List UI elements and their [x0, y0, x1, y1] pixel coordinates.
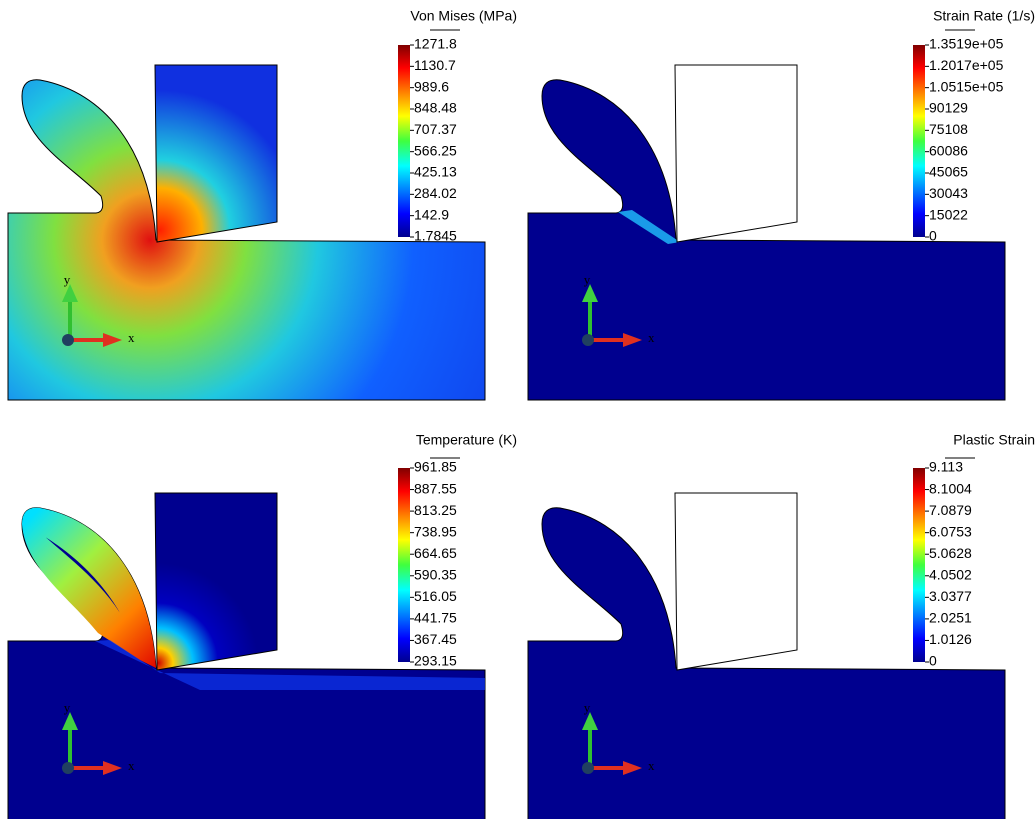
y-axis-label: y — [584, 700, 591, 715]
panel: Strain Rate (1/s) 1.3519e+05 1.2017e+05 1.0… — [528, 8, 1035, 400]
colorbar-label: 425.13 — [414, 164, 457, 180]
y-axis-label: y — [64, 272, 71, 287]
colorbar-title: Temperature (K) — [416, 432, 517, 448]
colorbar-label: 45065 — [929, 164, 968, 180]
z-dot — [62, 334, 74, 346]
z-dot — [582, 762, 594, 774]
colorbar-label: 989.6 — [414, 78, 449, 94]
colorbar-label: 0 — [929, 228, 937, 244]
colorbar-label: 566.25 — [414, 142, 457, 158]
tool — [675, 493, 797, 670]
colorbar-label: 5.0628 — [929, 545, 972, 561]
colorbar-title: Strain Rate (1/s) — [933, 8, 1035, 24]
colorbar-label: 8.1004 — [929, 480, 972, 496]
colorbar-label: 1130.7 — [414, 57, 456, 73]
colorbar-label: 30043 — [929, 185, 968, 201]
colorbar-label: 2.0251 — [929, 610, 972, 626]
colorbar-label: 284.02 — [414, 185, 457, 201]
colorbar-label: 664.65 — [414, 545, 457, 561]
x-axis-label: x — [128, 330, 135, 345]
x-axis-label: x — [128, 758, 135, 773]
colorbar-label: 293.15 — [414, 653, 457, 669]
x-axis-label: x — [648, 758, 655, 773]
colorbar-label: 3.0377 — [929, 588, 972, 604]
colorbar-label: 441.75 — [414, 610, 457, 626]
colorbar-label: 75108 — [929, 121, 968, 137]
colorbar-title: Plastic Strain — [953, 432, 1035, 448]
colorbar-label: 142.9 — [414, 206, 449, 222]
y-axis-label: y — [584, 272, 591, 287]
y-axis-label: y — [64, 700, 71, 715]
colorbar-label: 738.95 — [414, 523, 457, 539]
panel: Plastic Strain 9.113 8.1004 7.0879 6.0753 5.0… — [528, 432, 1035, 819]
colorbar-label: 1.2017e+05 — [929, 57, 1004, 73]
colorbar-label: 90129 — [929, 100, 968, 116]
colorbar-label: 0 — [929, 653, 937, 669]
colorbar-title: Von Mises (MPa) — [410, 8, 517, 24]
z-dot — [582, 334, 594, 346]
panel: Von Mises (MPa) 1271.8 1130.7 989.6 848.48 70… — [8, 8, 517, 400]
colorbar-label: 15022 — [929, 206, 968, 222]
z-dot — [62, 762, 74, 774]
tool — [675, 65, 797, 242]
colorbar-label: 1271.8 — [414, 36, 457, 52]
colorbar-label: 60086 — [929, 142, 968, 158]
colorbar-label: 6.0753 — [929, 523, 972, 539]
colorbar-label: 367.45 — [414, 631, 457, 647]
colorbar-label: 1.0515e+05 — [929, 78, 1004, 94]
figure: Von Mises (MPa) 1271.8 1130.7 989.6 848.48 70… — [0, 0, 1035, 819]
colorbar-label: 516.05 — [414, 588, 457, 604]
colorbar-label: 961.85 — [414, 459, 457, 475]
colorbar — [398, 468, 410, 662]
tool — [155, 65, 277, 242]
colorbar — [913, 45, 925, 237]
colorbar-label: 1.0126 — [929, 631, 972, 647]
panel: Temperature (K) 961.85 887.55 813.25 738.95 6… — [8, 432, 517, 819]
colorbar-label: 4.0502 — [929, 566, 972, 582]
colorbar-label: 813.25 — [414, 502, 457, 518]
x-axis-label: x — [648, 330, 655, 345]
colorbar-label: 707.37 — [414, 121, 457, 137]
colorbar — [398, 45, 410, 237]
colorbar-label: 887.55 — [414, 480, 457, 496]
colorbar-label: 848.48 — [414, 100, 457, 116]
colorbar-label: 7.0879 — [929, 502, 972, 518]
colorbar-label: 1.3519e+05 — [929, 36, 1004, 52]
colorbar-label: 590.35 — [414, 566, 457, 582]
tool — [155, 493, 277, 670]
colorbar-label: 9.113 — [929, 459, 963, 475]
colorbar — [913, 468, 925, 662]
colorbar-label: 1.7845 — [414, 228, 457, 244]
